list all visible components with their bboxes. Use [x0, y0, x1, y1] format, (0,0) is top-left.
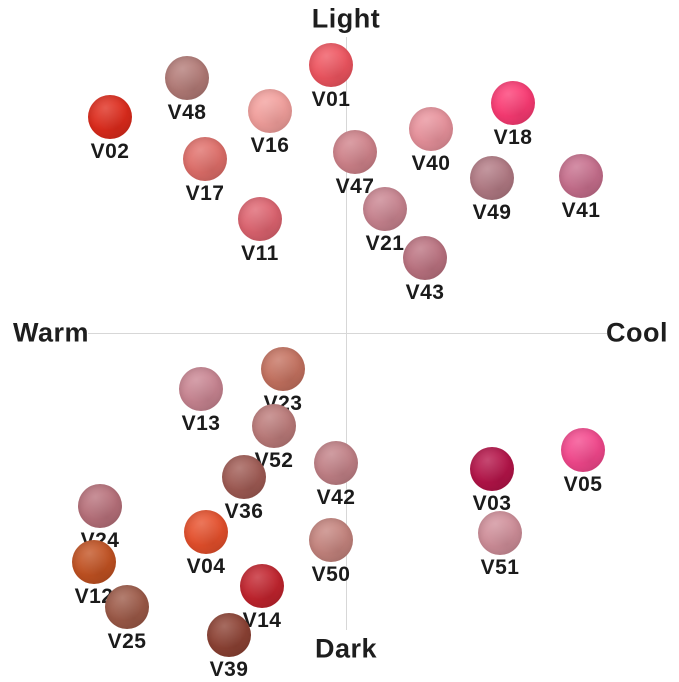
axis-label-light: Light [311, 3, 381, 34]
swatch-circle-V42 [314, 441, 358, 485]
swatch-label-V16: V16 [250, 134, 290, 157]
swatch-point-V04: V04 [184, 510, 228, 578]
swatch-label-V36: V36 [224, 500, 264, 523]
swatch-circle-V47 [333, 130, 377, 174]
swatch-circle-V41 [559, 154, 603, 198]
swatch-point-V48: V48 [165, 56, 209, 124]
swatch-point-V25: V25 [105, 585, 149, 653]
warm-cool-axis-line [88, 333, 607, 334]
swatch-label-V21: V21 [365, 232, 405, 255]
swatch-point-V49: V49 [470, 156, 514, 224]
axis-label-cool: Cool [606, 317, 668, 348]
swatch-point-V01: V01 [309, 43, 353, 111]
swatch-label-V50: V50 [311, 563, 351, 586]
swatch-label-V47: V47 [335, 175, 375, 198]
swatch-label-V51: V51 [480, 556, 520, 579]
swatch-label-V52: V52 [254, 449, 294, 472]
swatch-point-V42: V42 [314, 441, 358, 509]
swatch-point-V23: V23 [261, 347, 305, 415]
swatch-circle-V48 [165, 56, 209, 100]
swatch-circle-V11 [238, 197, 282, 241]
swatch-point-V12: V12 [72, 540, 116, 608]
swatch-point-V24: V24 [78, 484, 122, 552]
swatch-circle-V21 [363, 187, 407, 231]
swatch-circle-V40 [409, 107, 453, 151]
swatch-label-V41: V41 [561, 199, 601, 222]
swatch-circle-V12 [72, 540, 116, 584]
swatch-label-V25: V25 [107, 630, 147, 653]
swatch-point-V05: V05 [561, 428, 605, 496]
swatch-point-V16: V16 [248, 89, 292, 157]
swatch-point-V03: V03 [470, 447, 514, 515]
swatch-point-V18: V18 [491, 81, 535, 149]
swatch-point-V43: V43 [403, 236, 447, 304]
swatch-point-V17: V17 [183, 137, 227, 205]
swatch-label-V13: V13 [181, 412, 221, 435]
swatch-point-V51: V51 [478, 511, 522, 579]
swatch-label-V49: V49 [472, 201, 512, 224]
swatch-circle-V39 [207, 613, 251, 657]
swatch-label-V42: V42 [316, 486, 356, 509]
swatch-circle-V25 [105, 585, 149, 629]
swatch-label-V11: V11 [241, 242, 279, 265]
swatch-label-V03: V03 [472, 492, 512, 515]
swatch-point-V47: V47 [333, 130, 377, 198]
axis-label-warm: Warm [13, 317, 90, 348]
swatch-label-V01: V01 [311, 88, 351, 111]
swatch-point-V14: V14 [240, 564, 284, 632]
swatch-label-V04: V04 [186, 555, 226, 578]
swatch-point-V52: V52 [252, 404, 296, 472]
swatch-point-V13: V13 [179, 367, 223, 435]
swatch-circle-V24 [78, 484, 122, 528]
axis-label-dark: Dark [314, 633, 378, 664]
swatch-circle-V49 [470, 156, 514, 200]
swatch-point-V41: V41 [559, 154, 603, 222]
swatch-label-V40: V40 [411, 152, 451, 175]
swatch-label-V48: V48 [167, 101, 207, 124]
swatch-label-V17: V17 [185, 182, 225, 205]
swatch-circle-V23 [261, 347, 305, 391]
swatch-point-V36: V36 [222, 455, 266, 523]
swatch-circle-V36 [222, 455, 266, 499]
swatch-circle-V04 [184, 510, 228, 554]
swatch-circle-V50 [309, 518, 353, 562]
swatch-point-V02: V02 [88, 95, 132, 163]
swatch-point-V40: V40 [409, 107, 453, 175]
swatch-label-V14: V14 [242, 609, 282, 632]
swatch-point-V11: V11 [238, 197, 282, 265]
swatch-label-V12: V12 [74, 585, 114, 608]
swatch-point-V50: V50 [309, 518, 353, 586]
swatch-label-V43: V43 [405, 281, 445, 304]
swatch-circle-V01 [309, 43, 353, 87]
swatch-label-V02: V02 [90, 140, 130, 163]
swatch-circle-V02 [88, 95, 132, 139]
swatch-circle-V03 [470, 447, 514, 491]
swatch-circle-V05 [561, 428, 605, 472]
swatch-circle-V17 [183, 137, 227, 181]
swatch-circle-V43 [403, 236, 447, 280]
swatch-circle-V16 [248, 89, 292, 133]
swatch-label-V18: V18 [493, 126, 533, 149]
swatch-label-V39: V39 [209, 658, 249, 681]
swatch-point-V39: V39 [207, 613, 251, 681]
swatch-circle-V51 [478, 511, 522, 555]
swatch-circle-V13 [179, 367, 223, 411]
light-dark-axis-line [346, 37, 347, 630]
swatch-circle-V14 [240, 564, 284, 608]
swatch-label-V05: V05 [563, 473, 603, 496]
swatch-circle-V18 [491, 81, 535, 125]
swatch-circle-V52 [252, 404, 296, 448]
swatch-point-V21: V21 [363, 187, 407, 255]
